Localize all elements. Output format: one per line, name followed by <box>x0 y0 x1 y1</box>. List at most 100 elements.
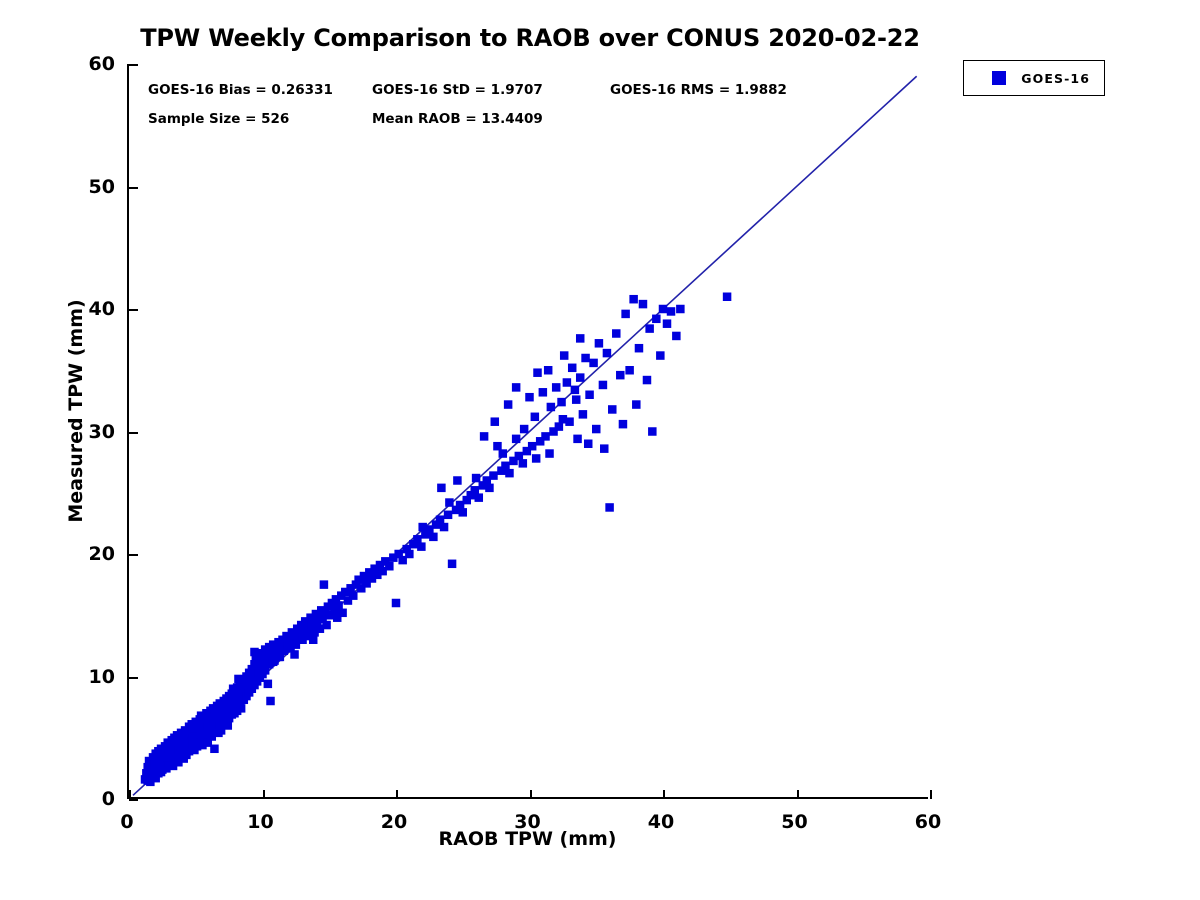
scatter-point <box>381 557 390 566</box>
y-tick-label: 60 <box>88 53 115 75</box>
annotation-sample-size: Sample Size = 526 <box>148 111 290 127</box>
scatter-point <box>498 449 508 458</box>
y-tick <box>129 676 138 679</box>
scatter-point <box>642 375 652 385</box>
scatter-point <box>538 388 548 397</box>
scatter-point <box>531 454 541 463</box>
scatter-point <box>279 646 289 656</box>
scatter-point <box>334 601 343 610</box>
y-tick-label: 50 <box>88 175 115 198</box>
x-tick-label: 50 <box>781 811 808 833</box>
scatter-point <box>373 570 382 580</box>
scatter-point <box>212 709 222 718</box>
scatter-point <box>722 292 732 301</box>
scatter-point <box>351 580 361 589</box>
scatter-point <box>451 505 461 515</box>
scatter-point <box>479 432 489 441</box>
scatter-point <box>319 580 329 589</box>
scatter-point <box>493 441 502 451</box>
scatter-point <box>357 584 366 593</box>
x-tick <box>529 790 532 799</box>
scatter-point <box>150 765 159 774</box>
scatter-point <box>658 304 668 314</box>
scatter-point <box>250 647 259 657</box>
scatter-point <box>198 740 207 750</box>
scatter-point <box>394 549 403 559</box>
x-tick-label: 40 <box>647 811 675 833</box>
scatter-point <box>478 481 488 490</box>
scatter-point <box>349 591 358 600</box>
scatter-point <box>522 446 532 456</box>
scatter-point <box>608 405 617 414</box>
scatter-point <box>343 596 353 605</box>
scatter-point <box>503 400 513 409</box>
scatter-point <box>271 645 281 654</box>
legend[interactable]: GOES-16 <box>963 60 1105 96</box>
scatter-point <box>490 417 500 426</box>
scatter-point <box>268 657 278 667</box>
x-tick <box>262 790 265 799</box>
data-layer <box>132 75 918 796</box>
scatter-point <box>405 549 414 559</box>
scatter-point <box>308 635 318 644</box>
x-tick-label: 0 <box>120 811 134 833</box>
annotation-bias: GOES-16 Bias = 0.26331 <box>148 82 333 98</box>
scatter-point <box>573 434 582 444</box>
annotation-std: GOES-16 StD = 1.9707 <box>372 82 543 98</box>
x-tick-label: 30 <box>514 811 541 833</box>
scatter-point <box>589 358 598 368</box>
scatter-point <box>429 532 438 542</box>
scatter-point <box>575 373 585 382</box>
scatter-point <box>598 380 608 390</box>
scatter-point <box>162 764 171 773</box>
scatter-point <box>656 351 665 360</box>
scatter-point <box>402 544 411 554</box>
scatter-point <box>331 595 341 604</box>
scatter-point <box>567 363 577 373</box>
scatter-point <box>605 503 614 512</box>
scatter-point <box>527 441 537 451</box>
scatter-point <box>266 647 275 657</box>
y-tick <box>129 309 138 311</box>
x-tick-label: 20 <box>380 811 408 833</box>
scatter-point <box>365 568 374 577</box>
y-tick-label: 40 <box>88 298 115 320</box>
scatter-point <box>286 644 295 653</box>
y-tick-label: 20 <box>88 543 115 565</box>
scatter-point <box>666 307 676 316</box>
y-tick <box>129 554 138 556</box>
y-axis-label: Measured TPW (mm) <box>65 299 87 523</box>
scatter-point <box>236 704 246 713</box>
scatter-point <box>662 319 672 328</box>
y-tick <box>129 186 138 189</box>
scatter-point <box>338 608 347 618</box>
scatter-point <box>571 395 581 404</box>
scatter-point <box>558 415 568 424</box>
scatter-point <box>362 579 371 588</box>
scatter-point <box>346 584 355 593</box>
scatter-point <box>629 294 638 304</box>
scatter-point <box>559 351 569 360</box>
annotation-rms: GOES-16 RMS = 1.9882 <box>610 82 787 98</box>
scatter-point <box>274 652 283 662</box>
scatter-point <box>575 334 585 343</box>
scatter-point <box>638 299 648 309</box>
scatter-point <box>375 560 385 570</box>
scatter-point <box>501 461 510 471</box>
scatter-point <box>471 473 481 483</box>
scatter-point <box>409 539 418 549</box>
x-tick <box>796 790 799 799</box>
scatter-point <box>602 348 612 358</box>
scatter-point <box>445 498 454 507</box>
scatter-point <box>312 618 322 627</box>
scatter-point <box>389 553 398 562</box>
scatter-point <box>525 392 534 402</box>
scatter-point <box>551 383 561 392</box>
scatter-point <box>652 314 661 324</box>
scatter-point <box>298 635 307 644</box>
scatter-point <box>514 451 524 461</box>
scatter-point <box>370 564 379 573</box>
scatter-point <box>505 468 514 478</box>
annotation-mean-raob: Mean RAOB = 13.4409 <box>372 111 543 127</box>
scatter-point <box>398 555 407 565</box>
